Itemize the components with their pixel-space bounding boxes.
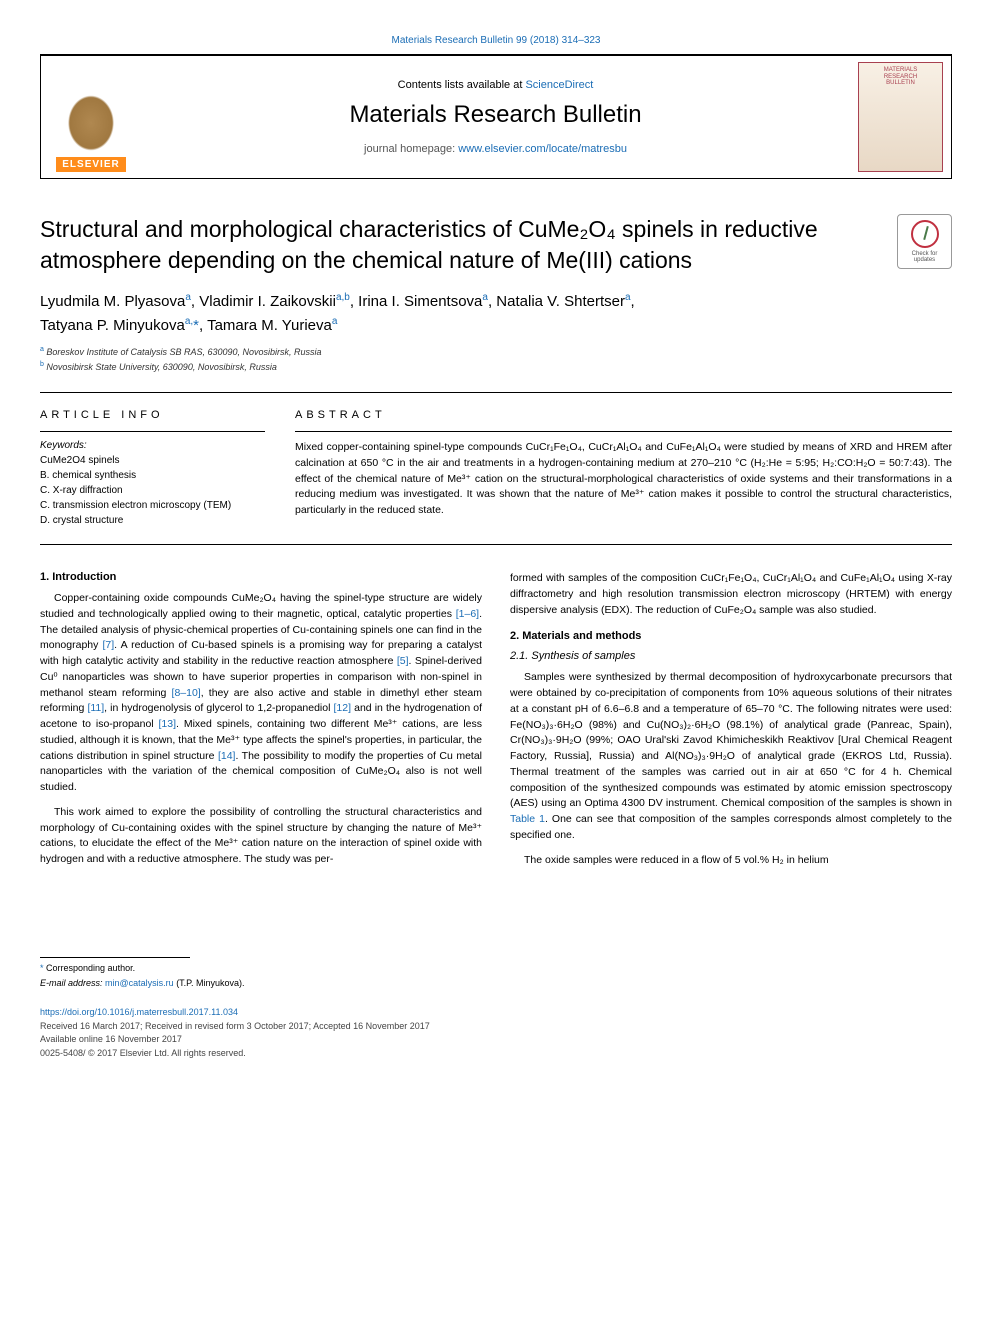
affiliations: a Boreskov Institute of Catalysis SB RAS… (40, 345, 877, 374)
footnote-separator (40, 957, 190, 958)
citation-link[interactable]: Materials Research Bulletin 99 (2018) 31… (391, 35, 600, 46)
keyword: CuMe2O4 spinels (40, 453, 265, 468)
paragraph: The oxide samples were reduced in a flow… (510, 853, 952, 869)
doi-link[interactable]: https://doi.org/10.1016/j.materresbull.2… (40, 1007, 238, 1017)
paragraph: Samples were synthesized by thermal deco… (510, 670, 952, 843)
copyright: 0025-5408/ © 2017 Elsevier Ltd. All righ… (40, 1048, 246, 1058)
sciencedirect-link[interactable]: ScienceDirect (525, 79, 593, 91)
keyword: D. crystal structure (40, 513, 265, 528)
article-info-label: ARTICLE INFO (40, 409, 265, 421)
email-footnote: E-mail address: min@catalysis.ru (T.P. M… (40, 978, 952, 988)
article-history: Received 16 March 2017; Received in revi… (40, 1021, 430, 1031)
subsection-heading-synthesis: 2.1. Synthesis of samples (510, 650, 952, 662)
authors-list: Lyudmila M. Plyasovaa, Vladimir I. Zaiko… (40, 290, 877, 337)
journal-title: Materials Research Bulletin (141, 101, 850, 129)
contents-line: Contents lists available at ScienceDirec… (141, 79, 850, 91)
crossmark-icon (911, 220, 939, 248)
left-column: 1. Introduction Copper-containing oxide … (40, 571, 482, 877)
paragraph: Copper-containing oxide compounds CuMe₂O… (40, 591, 482, 796)
keyword: C. X-ray diffraction (40, 483, 265, 498)
publisher-logo: ELSEVIER (41, 56, 141, 178)
article-title: Structural and morphological characteris… (40, 214, 877, 276)
available-online: Available online 16 November 2017 (40, 1034, 182, 1044)
paragraph: formed with samples of the composition C… (510, 571, 952, 618)
doi-block: https://doi.org/10.1016/j.materresbull.2… (40, 1006, 952, 1060)
journal-header: ELSEVIER Contents lists available at Sci… (40, 54, 952, 179)
section-heading-intro: 1. Introduction (40, 571, 482, 583)
abstract-label: ABSTRACT (295, 409, 952, 421)
journal-homepage-link[interactable]: www.elsevier.com/locate/matresbu (458, 143, 627, 155)
keyword: C. transmission electron microscopy (TEM… (40, 498, 265, 513)
email-link[interactable]: min@catalysis.ru (105, 978, 174, 988)
journal-citation: Materials Research Bulletin 99 (2018) 31… (40, 35, 952, 46)
elsevier-tree-icon (66, 93, 116, 153)
right-column: formed with samples of the composition C… (510, 571, 952, 877)
section-heading-methods: 2. Materials and methods (510, 630, 952, 642)
journal-cover-thumbnail: MATERIALS RESEARCH BULLETIN (858, 62, 943, 172)
publisher-name: ELSEVIER (56, 157, 125, 172)
keywords-label: Keywords: (40, 440, 265, 451)
abstract-text: Mixed copper-containing spinel-type comp… (295, 440, 952, 519)
corresponding-author-note: * Corresponding author. (40, 963, 952, 973)
check-updates-badge[interactable]: Check for updates (897, 214, 952, 269)
keyword: B. chemical synthesis (40, 468, 265, 483)
paragraph: This work aimed to explore the possibili… (40, 805, 482, 868)
homepage-line: journal homepage: www.elsevier.com/locat… (141, 143, 850, 155)
